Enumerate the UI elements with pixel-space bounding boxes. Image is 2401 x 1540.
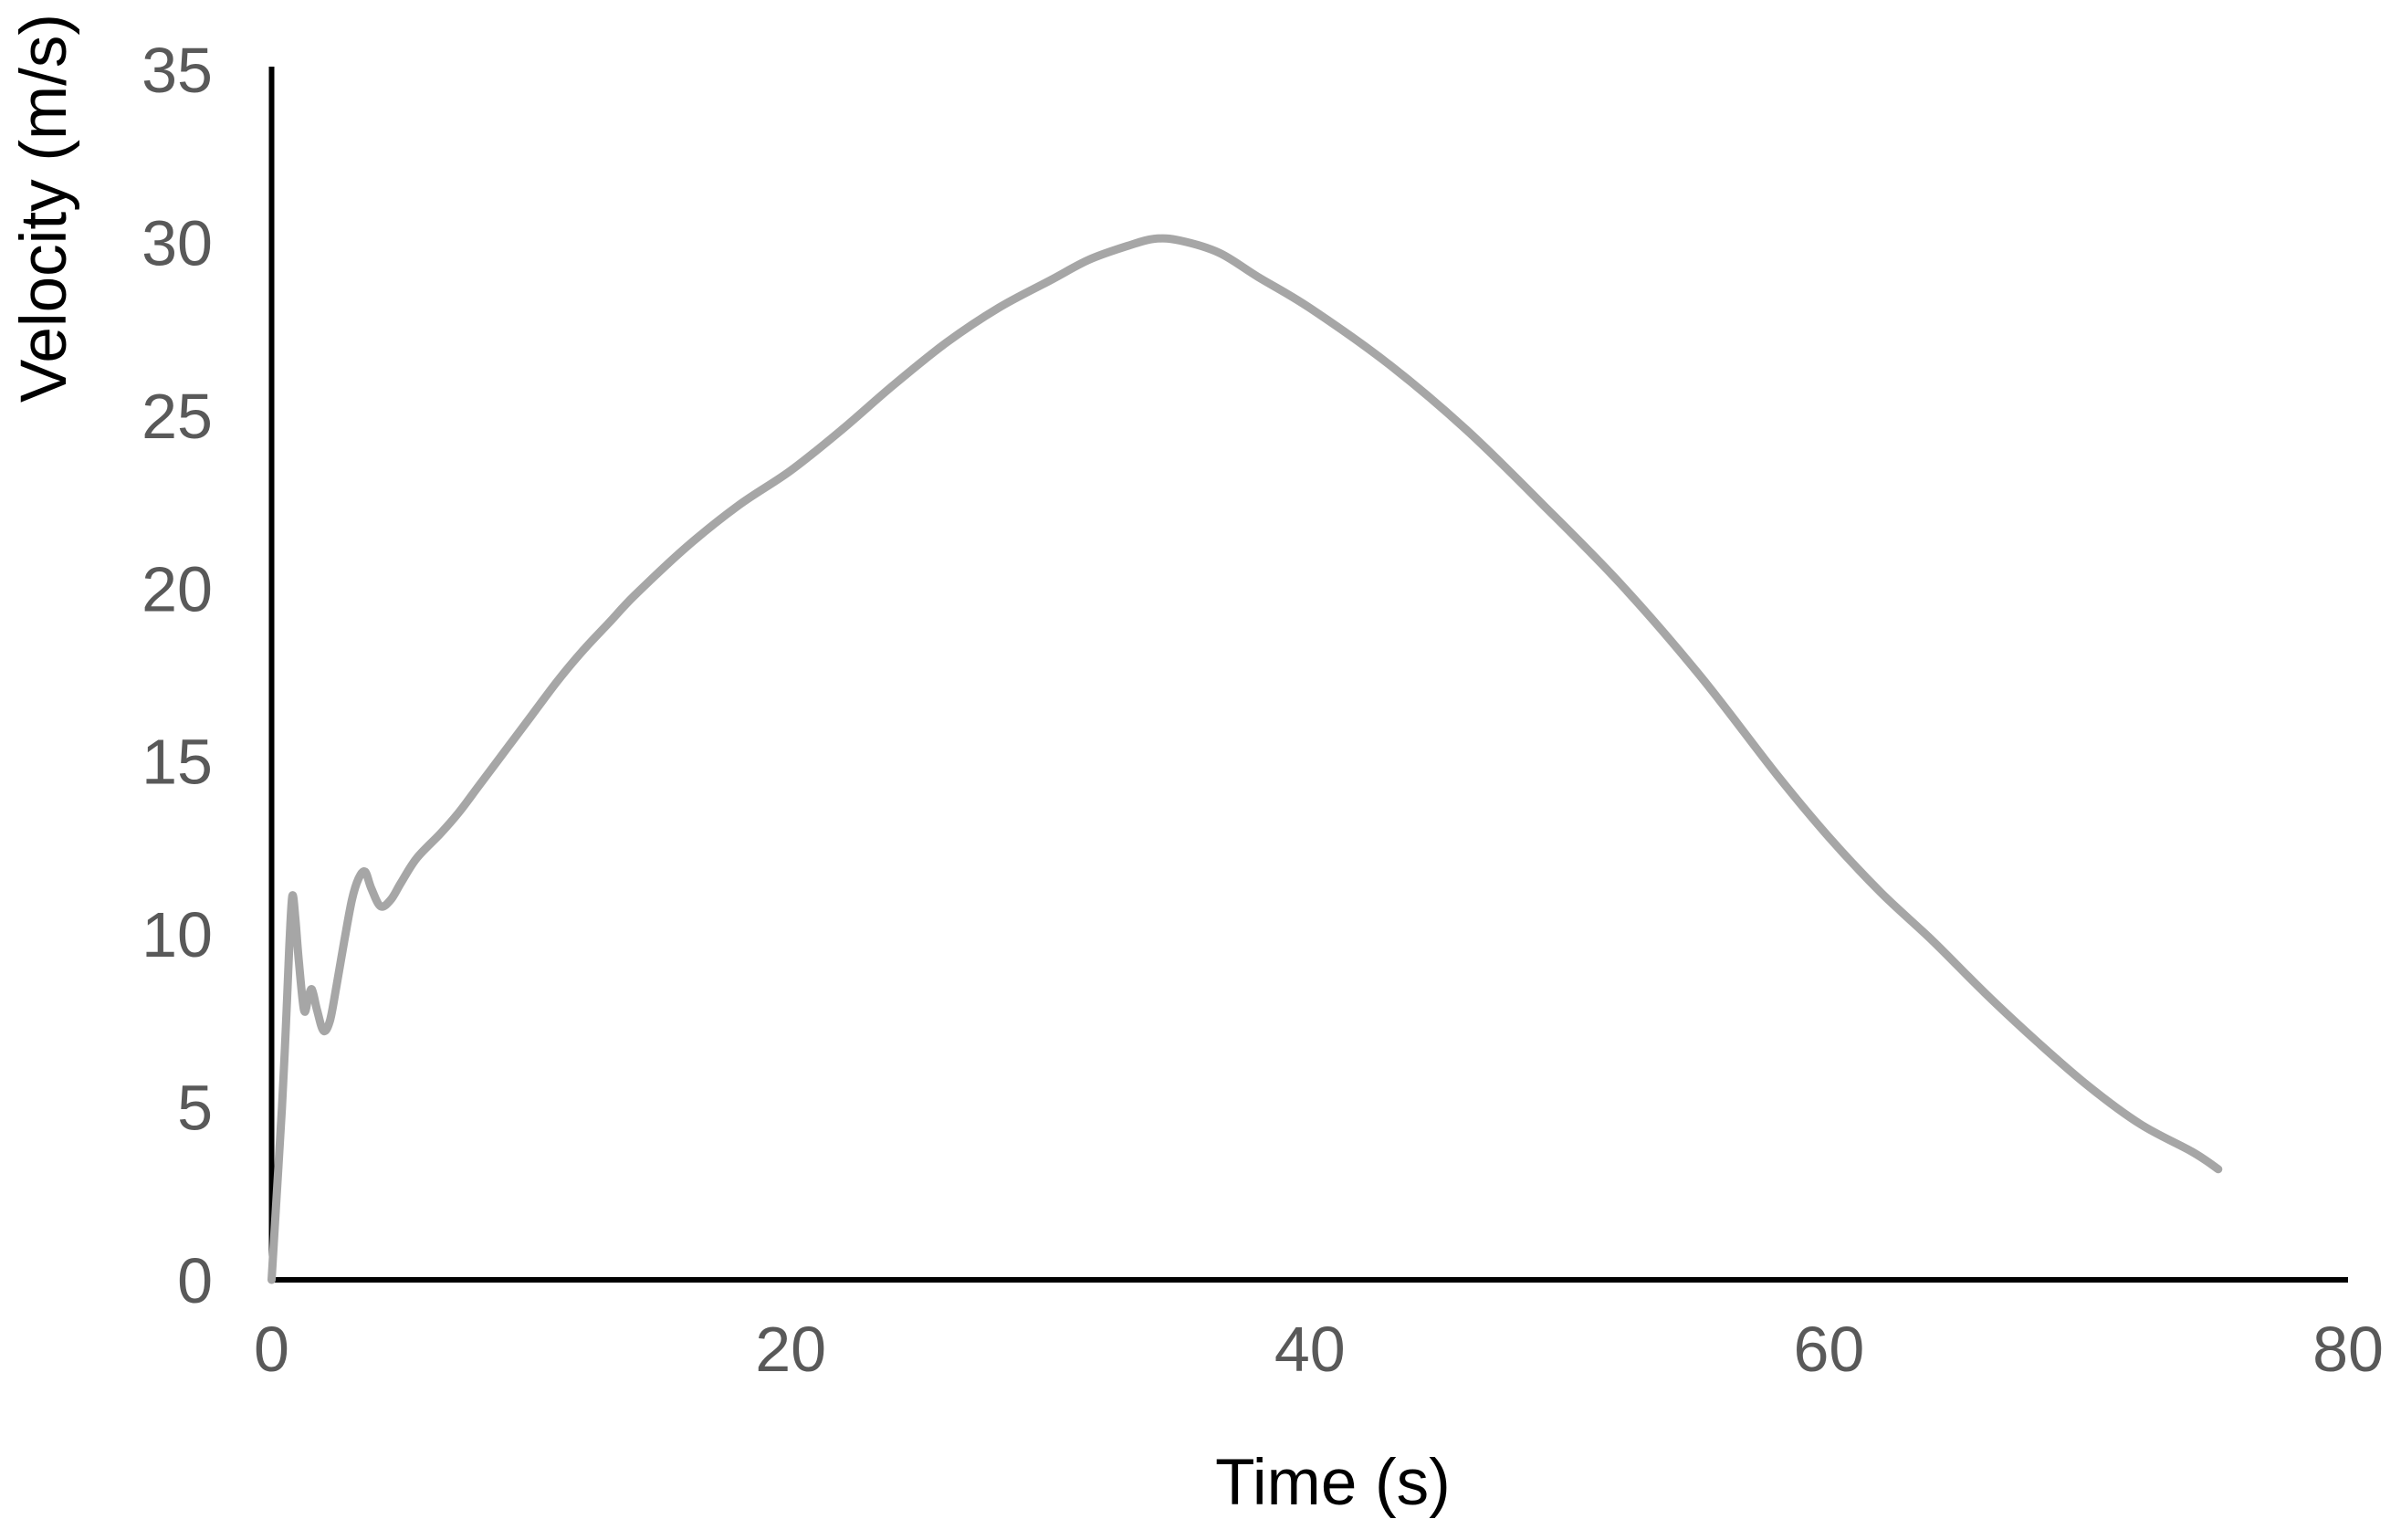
- y-axis-title: Velocity (m/s): [8, 14, 80, 403]
- y-tick-label: 5: [177, 1073, 213, 1144]
- x-axis-tick-labels: 0 20 40 60 80: [254, 1314, 2384, 1385]
- x-tick-label: 20: [755, 1314, 826, 1385]
- x-tick-label: 80: [2312, 1314, 2384, 1385]
- x-tick-label: 40: [1274, 1314, 1346, 1385]
- y-tick-label: 0: [177, 1245, 213, 1316]
- y-axis-tick-labels: 0 5 10 15 20 25 30 35: [142, 35, 213, 1316]
- y-tick-label: 20: [142, 553, 213, 624]
- y-tick-label: 15: [142, 727, 213, 798]
- y-tick-label: 25: [142, 381, 213, 452]
- x-tick-label: 60: [1793, 1314, 1864, 1385]
- y-tick-label: 30: [142, 207, 213, 278]
- velocity-curve-line: [267, 234, 2223, 1284]
- x-tick-label: 0: [254, 1314, 289, 1385]
- y-tick-label: 10: [142, 899, 213, 970]
- x-axis-title: Time (s): [1215, 1447, 1451, 1519]
- y-tick-label: 35: [142, 35, 213, 106]
